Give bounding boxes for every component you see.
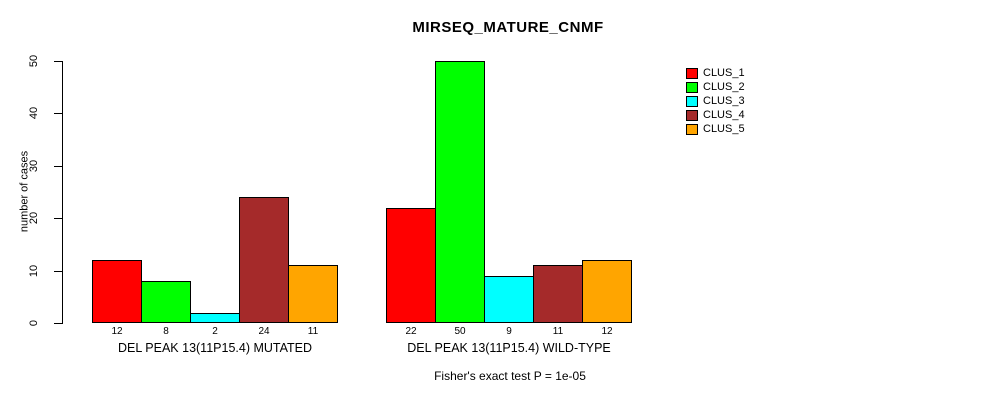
legend-label: CLUS_2 (703, 80, 745, 93)
group-label-mutated: DEL PEAK 13(11P15.4) MUTATED (117, 341, 313, 355)
legend-label: CLUS_5 (703, 122, 745, 135)
y-axis-tick-label: 40 (28, 107, 40, 120)
bar-value-label: 12 (601, 326, 613, 337)
y-axis-tick (54, 113, 62, 115)
y-axis-tick-label: 0 (28, 319, 40, 327)
legend-item-clus_5: CLUS_5 (686, 122, 745, 136)
bar-value-label: 11 (307, 326, 319, 337)
y-axis-tick-label: 10 (28, 264, 40, 277)
legend-item-clus_2: CLUS_2 (686, 80, 745, 94)
bar-value-label: 12 (111, 326, 123, 337)
legend-item-clus_3: CLUS_3 (686, 94, 745, 108)
bar-value-label: 24 (258, 326, 270, 337)
bar-clus_5-group1 (288, 265, 338, 323)
bar-clus_4-group2 (533, 265, 583, 323)
bar-value-label: 50 (454, 326, 466, 337)
bar-clus_3-group1 (190, 313, 240, 323)
bar-clus_1-group1 (92, 260, 142, 323)
bar-clus_3-group2 (484, 276, 534, 323)
bar-clus_2-group1 (141, 281, 191, 323)
bar-clus_2-group2 (435, 61, 485, 323)
bar-clus_5-group2 (582, 260, 632, 323)
y-axis-tick (54, 323, 62, 324)
group-label-wild-type: DEL PEAK 13(11P15.4) WILD-TYPE (407, 341, 611, 355)
bar-value-label: 11 (552, 326, 564, 337)
legend-label: CLUS_1 (703, 66, 745, 79)
y-axis-tick (54, 270, 62, 272)
legend-swatch (686, 109, 698, 121)
legend-item-clus_4: CLUS_4 (686, 108, 745, 122)
bar-clus_4-group1 (239, 197, 289, 323)
legend: CLUS_1 CLUS_2 CLUS_3 CLUS_4 CLUS_5 (686, 66, 745, 136)
y-axis-line (62, 61, 63, 324)
bar-value-label: 2 (212, 326, 218, 337)
legend-item-clus_1: CLUS_1 (686, 66, 745, 80)
bar-value-label: 22 (405, 326, 417, 337)
y-axis-tick (54, 61, 62, 62)
y-axis-tick (54, 218, 62, 220)
y-axis-tick-label: 30 (28, 159, 40, 172)
fisher-test-annotation: Fisher's exact test P = 1e-05 (434, 369, 586, 383)
legend-swatch (686, 123, 698, 135)
legend-swatch (686, 81, 698, 93)
y-axis-tick-label: 50 (28, 54, 40, 68)
y-axis-tick-label: 20 (28, 212, 40, 225)
bar-clus_1-group2 (386, 208, 436, 323)
legend-label: CLUS_4 (703, 108, 745, 121)
bar-value-label: 8 (163, 326, 169, 337)
legend-label: CLUS_3 (703, 94, 745, 107)
y-axis-title: number of cases (18, 150, 31, 233)
legend-swatch (686, 95, 698, 107)
legend-swatch (686, 67, 698, 79)
chart-title: MIRSEQ_MATURE_CNMF (412, 19, 604, 36)
bar-value-label: 9 (506, 326, 512, 337)
y-axis-tick (54, 165, 62, 167)
